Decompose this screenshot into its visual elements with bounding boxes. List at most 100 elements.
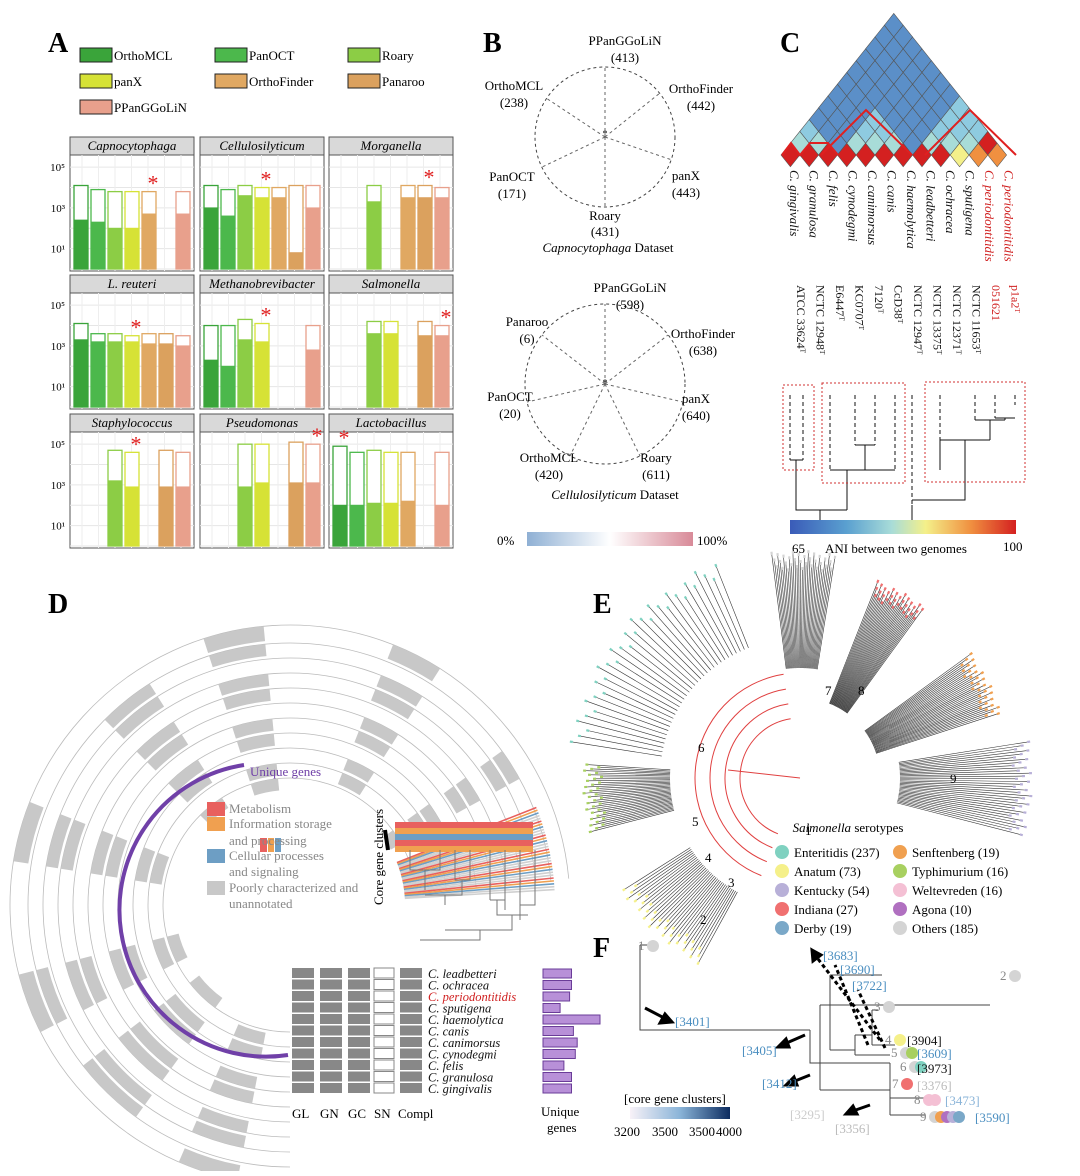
legend-label-2: Roary [382, 48, 414, 63]
tree-tip-color [576, 721, 579, 722]
tree-leaf [596, 712, 666, 735]
bar-core-Panaroo [159, 487, 173, 546]
tree-tip-color [1024, 827, 1027, 828]
serotypes-legend: Enteritidis (237)Senftenberg (19)Anatum … [775, 845, 1008, 936]
core-gene-clusters-label: Core gene clusters [371, 809, 386, 905]
grid-cell [292, 991, 314, 1001]
grid-cell-compl [400, 1014, 422, 1024]
f-tick-3: 4000 [716, 1124, 742, 1139]
grid-cell [320, 1049, 342, 1059]
f-dot [1009, 970, 1021, 982]
legend-label-6: PPanGGoLiN [114, 100, 188, 115]
serotype-label-6: Indiana (27) [794, 902, 858, 917]
tree-tip-color [965, 659, 967, 661]
tree-node-2: 2 [700, 912, 707, 927]
tree-leaf [868, 672, 969, 735]
radar-capnocytophaga: * PPanGGoLiN (413) OrthoFinder (442) pan… [485, 33, 734, 255]
grid-cell [320, 980, 342, 990]
bar-core-OrthoFinder [142, 214, 156, 269]
serotype-label-2: Anatum (73) [794, 864, 861, 879]
unique-gene-bar [543, 1073, 572, 1082]
grid-cell-compl [400, 991, 422, 1001]
radar2-l2: OrthoFinder [671, 326, 736, 341]
grid-cell [292, 1037, 314, 1047]
bar-core-Panaroo [159, 344, 173, 407]
f-tick-2: 3500 [689, 1124, 715, 1139]
tree-leaf [637, 856, 696, 900]
tree-tip-color [916, 610, 918, 612]
unique-gene-bar [543, 1038, 577, 1047]
tree-tip-color [989, 686, 992, 687]
tree-tip-color [616, 661, 619, 663]
best-tool-star: * [131, 315, 142, 340]
unique-gene-bar [543, 1061, 564, 1070]
radar1-l0: PPanGGoLiN [589, 33, 663, 48]
f-tip-7: 8 [914, 1092, 921, 1107]
tree-tip-color [603, 812, 606, 813]
tree-tip-color [650, 618, 652, 620]
panel-b: B * PPanGGoLiN (413) OrthoFinder (442) p… [483, 28, 736, 548]
unique-gene-bar [543, 1084, 572, 1093]
bar-core-PPanGGoLiN [435, 336, 449, 407]
tree-tip-color [905, 604, 907, 607]
grid-cell [348, 1003, 370, 1013]
bar-core-Panaroo [289, 253, 303, 269]
best-tool-star: * [339, 425, 350, 450]
tree-leaf [897, 802, 1009, 829]
d-species-10: C. gingivalis [428, 1082, 492, 1096]
serotype-label-5: Weltevreden (16) [912, 883, 1002, 898]
d-legend-swatch-0 [207, 802, 225, 816]
tree-leaf [589, 780, 670, 781]
radar2-l13: (6) [519, 331, 534, 346]
tree-tip-color [594, 696, 597, 697]
best-tool-star: * [131, 431, 142, 456]
tree-leaf [832, 600, 878, 704]
tree-tip-color [604, 678, 607, 679]
grid-cell [348, 1072, 370, 1082]
c-species-7: C. leadbetteri [924, 170, 939, 242]
tree-tip-color [963, 676, 966, 678]
f-number-9: [3376] [917, 1078, 952, 1093]
ytick: 10¹ [51, 382, 65, 394]
legend-label-1: PanOCT [249, 48, 295, 63]
serotype-dot-0 [775, 845, 789, 859]
best-tool-star: * [261, 303, 272, 328]
grid-cell [292, 980, 314, 990]
facet-5: Salmonella* [329, 275, 453, 409]
tree-tip-color [683, 949, 685, 951]
serotype-dot-4 [775, 883, 789, 897]
c-species-2: C. felis [826, 170, 841, 207]
tree-tip-color [991, 705, 994, 706]
tree-tip-color [982, 678, 985, 679]
c-strain-3: KC0707ᵀ [853, 285, 867, 331]
radar2-l11: (20) [499, 406, 521, 421]
tree-tip-color [1013, 821, 1016, 822]
d-col-1: GN [320, 1106, 339, 1121]
core-band [395, 840, 533, 846]
tree-leaf [594, 799, 672, 812]
f-tip-4: 5 [891, 1045, 898, 1060]
f-dot [929, 1094, 941, 1106]
tree-tip-color [972, 688, 975, 689]
bar-core-PPanGGoLiN [176, 214, 190, 269]
facet-7: Pseudomonas* [200, 414, 324, 548]
svg-text:*: * [603, 129, 608, 140]
tree-tip-color [638, 893, 640, 895]
bar-core-Roary [367, 503, 381, 546]
tree-tip-color [1009, 829, 1012, 830]
tree-node-6: 6 [698, 740, 705, 755]
d-col-2: GC [348, 1106, 366, 1121]
tree-tip-color [634, 885, 637, 887]
grid-cell [292, 1049, 314, 1059]
radar1-l2: OrthoFinder [669, 81, 734, 96]
tree-tip-color [899, 596, 900, 599]
tree-tip-color [877, 580, 878, 583]
tree-tip-color [972, 659, 974, 661]
tree-leaf [649, 607, 707, 673]
grid-cell [292, 1003, 314, 1013]
tree-leaf [841, 600, 907, 709]
ring-segment [251, 779, 279, 796]
